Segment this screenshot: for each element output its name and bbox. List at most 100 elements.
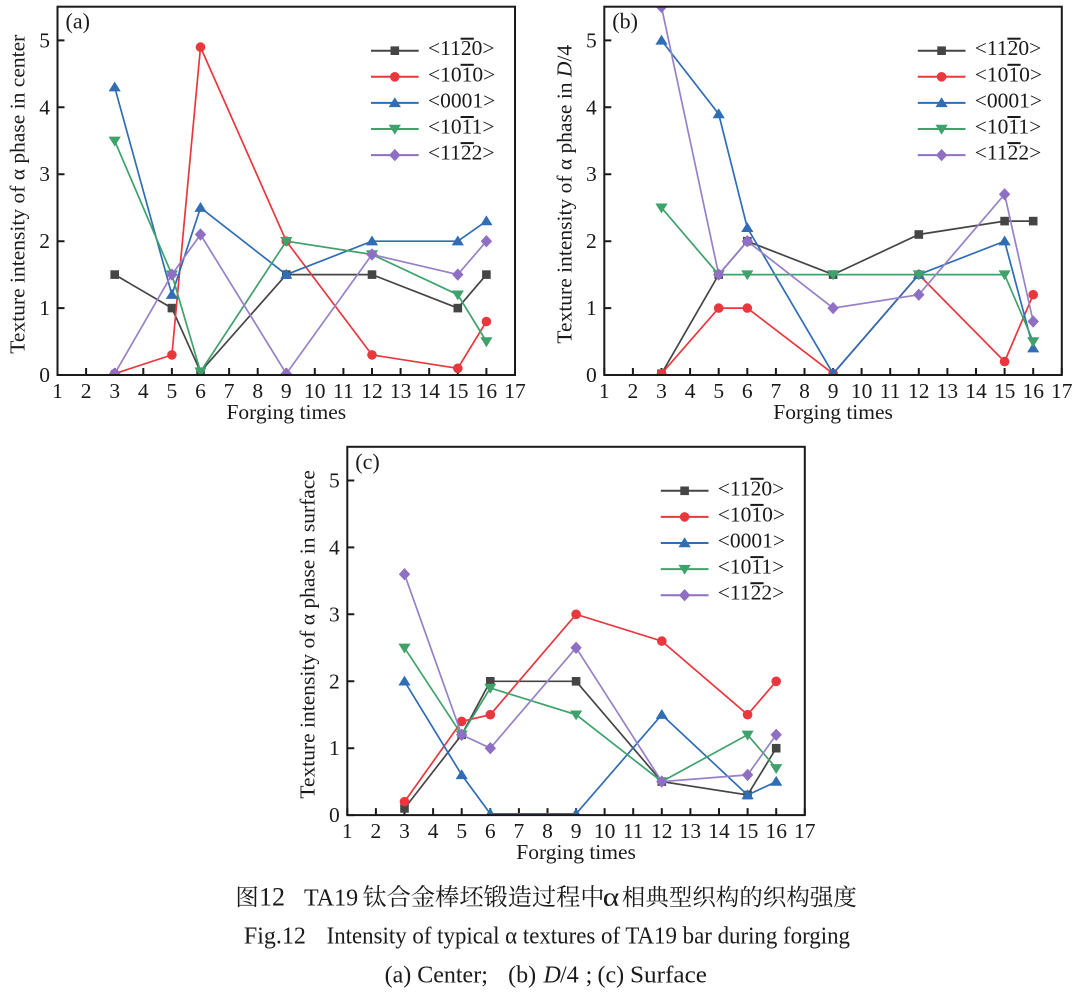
svg-text:15: 15	[737, 819, 759, 843]
svg-text:2: 2	[371, 819, 382, 843]
svg-text:6: 6	[485, 819, 496, 843]
svg-text:2: 2	[81, 379, 92, 403]
svg-text:2: 2	[329, 669, 340, 693]
svg-text:<1120>: <1120>	[428, 36, 494, 60]
svg-text:17: 17	[504, 379, 526, 403]
svg-text:4: 4	[685, 379, 696, 403]
svg-text:6: 6	[195, 379, 206, 403]
svg-text:3: 3	[586, 162, 597, 186]
svg-text:4: 4	[586, 95, 597, 119]
svg-text:13: 13	[937, 379, 959, 403]
svg-text:10: 10	[851, 379, 873, 403]
svg-text:11: 11	[623, 819, 644, 843]
svg-text:7: 7	[514, 819, 525, 843]
svg-text:α: α	[603, 882, 620, 911]
svg-text:9: 9	[281, 379, 292, 403]
svg-text:5: 5	[167, 379, 178, 403]
svg-text:<1120>: <1120>	[718, 476, 784, 500]
svg-text:7: 7	[771, 379, 782, 403]
svg-text:9: 9	[571, 819, 582, 843]
svg-text:1: 1	[586, 296, 597, 320]
svg-text:16: 16	[765, 819, 787, 843]
svg-text:3: 3	[399, 819, 410, 843]
svg-text:<1010>: <1010>	[718, 502, 785, 526]
svg-text:Forging times: Forging times	[226, 400, 346, 424]
svg-text:Forging times: Forging times	[516, 840, 636, 864]
svg-text:10: 10	[594, 819, 616, 843]
svg-text:(a): (a)	[66, 9, 90, 34]
svg-text:7: 7	[224, 379, 235, 403]
svg-text:8: 8	[542, 819, 553, 843]
svg-text:5: 5	[39, 28, 50, 52]
svg-text:8: 8	[252, 379, 263, 403]
svg-text:(c): (c)	[355, 449, 379, 474]
svg-text:TA19: TA19	[304, 885, 358, 911]
svg-text:2: 2	[586, 229, 597, 253]
svg-text:Texture intensity of α phase i: Texture intensity of α phase in D/4	[552, 45, 576, 344]
svg-text:12: 12	[908, 379, 930, 403]
svg-text:<0001>: <0001>	[975, 88, 1042, 112]
svg-text:<1011>: <1011>	[718, 555, 784, 579]
svg-text:17: 17	[794, 819, 816, 843]
svg-text:13: 13	[680, 819, 702, 843]
svg-text:<1122>: <1122>	[718, 581, 784, 605]
svg-text:Forging times: Forging times	[773, 400, 893, 424]
svg-text:14: 14	[708, 819, 730, 843]
svg-text:5: 5	[713, 379, 724, 403]
svg-text:0: 0	[39, 363, 50, 387]
svg-text:14: 14	[965, 379, 987, 403]
svg-text:<1120>: <1120>	[975, 36, 1041, 60]
svg-text:(b): (b)	[508, 963, 536, 989]
svg-text:2: 2	[39, 229, 50, 253]
svg-text:<1122>: <1122>	[975, 141, 1041, 165]
svg-text:11: 11	[880, 379, 901, 403]
svg-text:Surface: Surface	[630, 963, 707, 989]
svg-text:12: 12	[259, 882, 285, 911]
svg-text:5: 5	[586, 28, 597, 52]
svg-text:9: 9	[828, 379, 839, 403]
svg-text:13: 13	[390, 379, 412, 403]
svg-text:10: 10	[304, 379, 326, 403]
svg-text:3: 3	[39, 162, 50, 186]
svg-text:/4: /4	[560, 963, 579, 989]
svg-text:15: 15	[447, 379, 469, 403]
svg-text:11: 11	[333, 379, 354, 403]
svg-text:2: 2	[628, 379, 639, 403]
svg-text:3: 3	[656, 379, 667, 403]
svg-text:8: 8	[799, 379, 810, 403]
svg-text:12: 12	[361, 379, 383, 403]
svg-text:Fig.12: Fig.12	[244, 923, 306, 949]
svg-text:Texture intensity of α phase i: Texture intensity of α phase in center	[6, 35, 30, 354]
svg-text:16: 16	[476, 379, 498, 403]
svg-text:6: 6	[742, 379, 753, 403]
svg-text:<1122>: <1122>	[428, 141, 494, 165]
svg-text:4: 4	[329, 535, 340, 559]
svg-text:12: 12	[651, 819, 673, 843]
svg-text:5: 5	[329, 469, 340, 493]
svg-text:17: 17	[1051, 379, 1073, 403]
svg-text:1: 1	[39, 296, 50, 320]
svg-text:0: 0	[329, 803, 340, 827]
svg-text:3: 3	[109, 379, 120, 403]
svg-text:Intensity of typical α texture: Intensity of typical α textures of TA19 …	[327, 923, 850, 949]
svg-text:Texture intensity of α phase i: Texture intensity of α phase in surface	[295, 470, 319, 799]
svg-text:5: 5	[456, 819, 467, 843]
svg-text:0: 0	[586, 363, 597, 387]
svg-text:<1011>: <1011>	[975, 115, 1041, 139]
svg-text:(b): (b)	[612, 9, 638, 34]
svg-text:1: 1	[599, 379, 610, 403]
svg-text:15: 15	[994, 379, 1016, 403]
svg-text:;: ;	[586, 963, 593, 989]
svg-text:3: 3	[329, 602, 340, 626]
svg-text:<1010>: <1010>	[975, 62, 1042, 86]
svg-text:4: 4	[428, 819, 439, 843]
svg-text:<1011>: <1011>	[428, 115, 494, 139]
svg-text:14: 14	[418, 379, 440, 403]
svg-text:<0001>: <0001>	[718, 529, 785, 553]
svg-text:(c): (c)	[598, 963, 625, 989]
svg-text:1: 1	[329, 736, 340, 760]
svg-text:4: 4	[138, 379, 149, 403]
svg-text:1: 1	[52, 379, 63, 403]
svg-text:4: 4	[39, 95, 50, 119]
svg-text:<1010>: <1010>	[428, 62, 495, 86]
